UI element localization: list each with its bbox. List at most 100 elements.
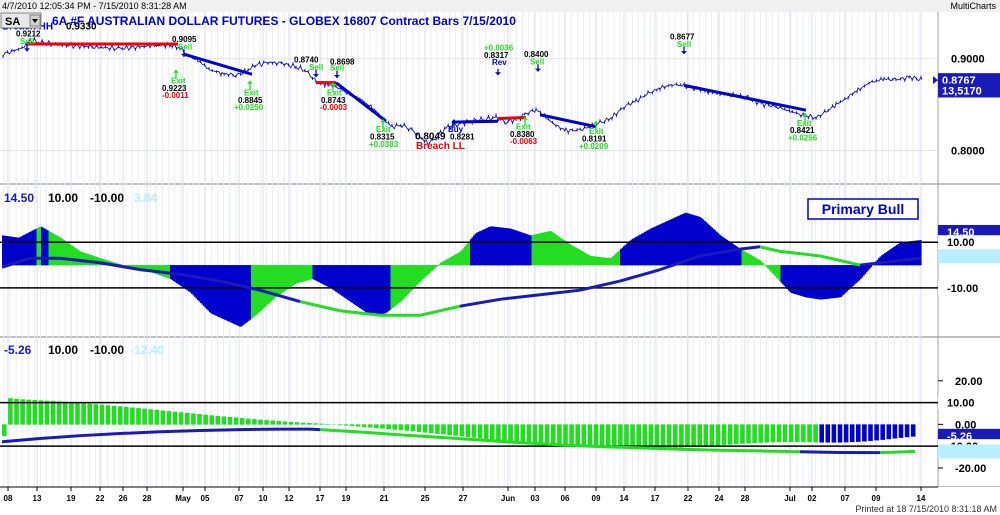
oscillator-bar: [809, 265, 811, 298]
trade-annotation: 0.9330: [66, 21, 97, 32]
oscillator-bar: [680, 214, 682, 266]
momentum-bar: [130, 407, 135, 425]
oscillator-bar: [228, 265, 231, 322]
oscillator-bar: [452, 255, 454, 266]
symbol-button-label[interactable]: SA: [5, 16, 20, 28]
oscillator-bar: [455, 254, 457, 266]
oscillator-bar: [243, 265, 246, 325]
oscillator-bar: [242, 265, 244, 326]
oscillator-bar: [548, 231, 550, 266]
trade-annotation: 0.9095: [172, 35, 197, 44]
oscillator-bar: [812, 265, 814, 299]
momentum-bar: [56, 401, 62, 425]
oscillator-bar: [822, 265, 825, 300]
oscillator-bar: [308, 265, 310, 281]
oscillator-bar: [398, 265, 400, 304]
oscillator-bar: [893, 247, 895, 266]
oscillator-signal-line: [179, 272, 221, 283]
oscillator-bar: [656, 225, 658, 266]
oscillator-bar: [198, 265, 201, 302]
oscillator-bar: [587, 254, 589, 266]
trade-annotation: +0.0209: [579, 142, 609, 151]
oscillator-bar: [390, 265, 393, 310]
momentum-signal-line: [759, 449, 801, 454]
oscillator-bar: [83, 252, 85, 266]
oscillator-bar: [138, 265, 141, 270]
oscillator-bar: [332, 265, 334, 290]
oscillator-bar: [159, 265, 162, 276]
oscillator-bar: [920, 240, 922, 266]
oscillator-bar: [225, 265, 228, 321]
oscillator-bar: [2, 235, 4, 266]
momentum-bar: [837, 424, 843, 443]
momentum-signal-line: [39, 434, 81, 441]
oscillator-bar: [606, 257, 609, 266]
oscillator-signal-line: [579, 279, 621, 292]
oscillator-bar: [342, 265, 345, 297]
oscillator-bar: [540, 232, 543, 266]
oscillator-bar: [162, 265, 165, 277]
momentum-bar: [648, 424, 654, 449]
oscillator-bar: [128, 265, 130, 268]
oscillator-bar: [251, 265, 253, 319]
momentum-panel: -5.26 10.00 -10.00 -12.40 20.00 0.00 -20.00 10.…: [0, 343, 1000, 475]
oscillator-bar: [764, 264, 766, 266]
oscillator-bar: [230, 265, 232, 323]
oscillator-bar: [836, 265, 838, 298]
oscillator-bar: [516, 230, 519, 266]
oscillator-bar: [158, 265, 160, 275]
oscillator-bar: [834, 265, 837, 298]
momentum-bar: [734, 424, 739, 445]
oscillator-bar: [149, 265, 151, 272]
oscillator-bar: [80, 251, 82, 266]
oscillator-bar: [437, 265, 439, 266]
arrow-head-icon: [380, 119, 386, 123]
oscillator-bar: [563, 239, 565, 266]
oscillator-bar: [857, 265, 859, 282]
trade-annotation: 0.8698: [330, 57, 355, 66]
oscillator-bar: [92, 255, 94, 266]
oscillator-bar: [786, 265, 789, 290]
oscillator-bar: [755, 257, 757, 266]
oscillator-bar: [665, 221, 667, 266]
momentum-bar: [587, 424, 593, 448]
oscillator-bar: [422, 265, 424, 280]
oscillator-bar: [894, 246, 897, 266]
oscillator-bar: [197, 265, 199, 300]
oscillator-bar: [383, 265, 385, 314]
oscillator-bar: [843, 265, 846, 295]
oscillator-bar: [60, 238, 63, 266]
oscillator-bar: [348, 265, 351, 301]
oscillator-bar: [11, 236, 13, 266]
momentum-bar: [20, 399, 25, 425]
oscillator-bar: [335, 265, 337, 292]
momentum-bar: [721, 424, 727, 446]
oscillator-bar: [153, 265, 156, 274]
momentum-tick-label: 20.00: [955, 376, 983, 388]
oscillator-bar: [23, 235, 25, 266]
oscillator-bar: [572, 245, 574, 266]
oscillator-bar: [909, 241, 912, 266]
oscillator-bar: [870, 265, 873, 268]
oscillator-bar: [818, 265, 820, 300]
oscillator-bar: [494, 226, 496, 266]
oscillator-bar: [576, 248, 579, 266]
momentum-bar: [544, 424, 550, 445]
oscillator-bar: [863, 265, 865, 276]
oscillator-bar: [272, 265, 274, 301]
oscillator-bar: [888, 250, 891, 266]
oscillator-bar: [795, 265, 798, 295]
axis-tick-label: 14: [620, 494, 629, 503]
oscillator-bar: [333, 265, 336, 291]
oscillator-bar: [32, 230, 34, 266]
oscillator-bar: [351, 265, 354, 303]
axis-tick-label: 09: [872, 494, 881, 503]
oscillator-bar: [155, 265, 157, 274]
oscillator-bar: [134, 265, 136, 269]
oscillator-bar: [845, 265, 847, 293]
oscillator-bar: [827, 265, 829, 299]
oscillator-signal-line: [739, 245, 761, 251]
momentum-bar: [459, 424, 465, 437]
oscillator-bar: [594, 256, 597, 266]
